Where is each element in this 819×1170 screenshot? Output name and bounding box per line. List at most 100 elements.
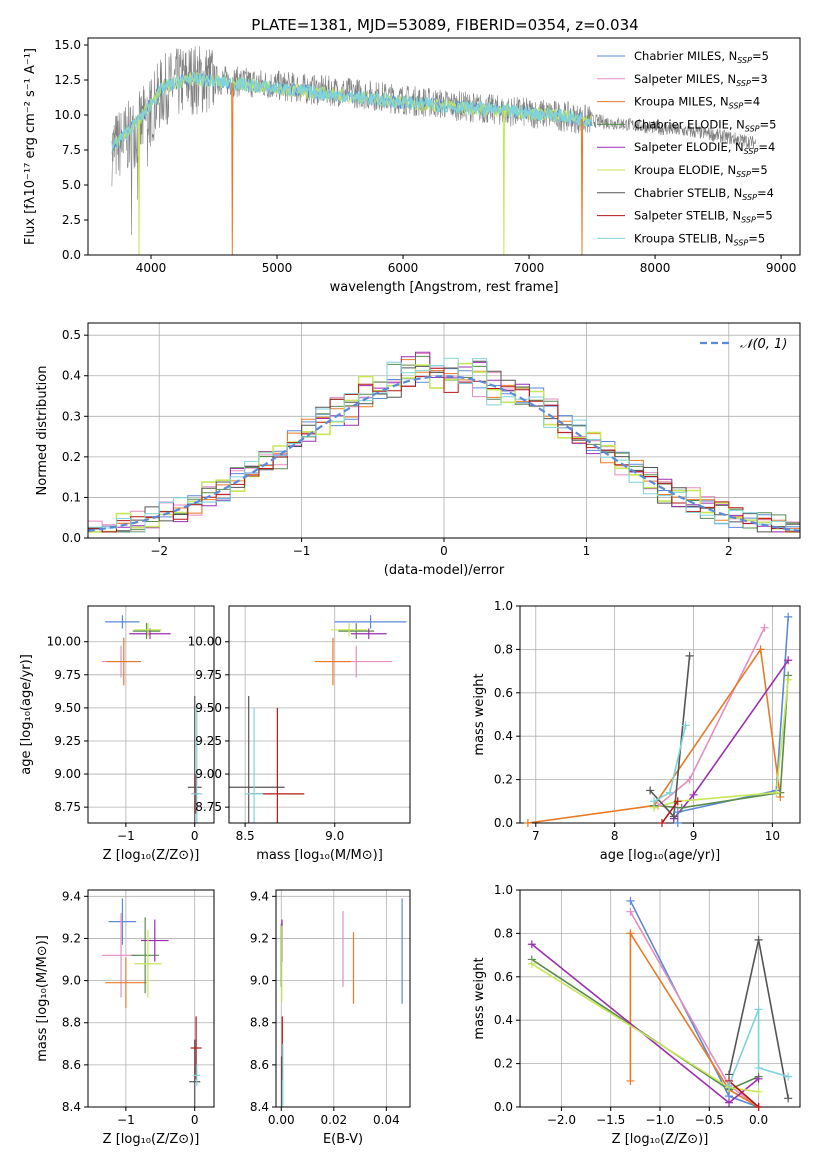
- weight-marker-salpeter_stelib: [754, 1103, 763, 1111]
- y-axis-label: mass [log₁₀(M/M⊙)]: [35, 935, 50, 1062]
- y-tick-label: 8.4: [62, 1100, 81, 1114]
- mass_weight_vs_age-grid: [520, 605, 800, 824]
- y-tick-label: 1.0: [494, 599, 513, 613]
- x-tick-label: 9000: [766, 261, 797, 275]
- legend-label-chabrier_stelib: Chabrier STELIB, NSSP=4: [634, 186, 774, 202]
- weight-marker-kroupa_stelib: [754, 1005, 763, 1014]
- figure-title: PLATE=1381, MJD=53089, FIBERID=0354, z=0…: [251, 16, 638, 34]
- y-tick-label: 8.75: [54, 800, 81, 814]
- weight-line-chabrier_miles: [676, 616, 789, 823]
- weight-marker-chabrier_stelib: [685, 651, 694, 660]
- y-tick-label: 0.0: [62, 531, 81, 545]
- age_vs_Z-frame: [87, 605, 215, 824]
- weight-marker-salpeter_elodie: [689, 790, 698, 799]
- y-tick-label: 0.2: [62, 450, 81, 464]
- weight-marker-salpeter_stelib: [657, 819, 666, 827]
- y-tick-label: 9.4: [62, 889, 81, 903]
- x-axis-label: Z [log₁₀(Z/Z⊙)]: [103, 1132, 200, 1147]
- weight-line-chabrier_miles: [629, 900, 759, 1107]
- y-tick-label: 8.6: [250, 1058, 269, 1072]
- mass_vs_Z-chart: −1 0 8.4 8.6 8.8 9.0 9.2 9.4 Z [log₁₀(Z/Z⊙)] mass…: [35, 889, 215, 1147]
- x-tick-label: 8.5: [236, 829, 255, 843]
- legend-label-kroupa_miles: Kroupa MILES, NSSP=4: [634, 95, 760, 111]
- mass_vs_ebv-frame: [275, 889, 411, 1108]
- y-tick-label: 8.6: [62, 1058, 81, 1072]
- x-axis-label: mass [log₁₀(M/M⊙)]: [256, 848, 383, 863]
- weight-line-chabrier_elodie: [654, 675, 789, 809]
- mass_weight_vs_Z-chart: −2.0 −1.5 −1.0 −0.5 0.0 0.0 0.2 0.4 0.6 0.8 1.0 Z […: [472, 883, 801, 1147]
- x-tick-label: −1.5: [596, 1113, 625, 1127]
- y-tick-label: 8.4: [250, 1100, 269, 1114]
- weight-marker-kroupa_miles: [523, 819, 532, 827]
- x-tick-label: 4000: [136, 261, 167, 275]
- spectrum-gap-kroupa_miles: [580, 119, 584, 255]
- y-tick-label: 9.2: [62, 931, 81, 945]
- weight-marker-kroupa_stelib: [725, 1081, 734, 1090]
- weight-marker-kroupa_stelib: [784, 1072, 793, 1081]
- weight-line-salpeter_stelib: [661, 800, 679, 823]
- spectrum-frame: [87, 37, 801, 256]
- weight-marker-salpeter_elodie: [527, 940, 536, 949]
- x-tick-label: 6000: [388, 261, 419, 275]
- weight-line-chabrier_elodie: [531, 958, 759, 1091]
- x-axis-label: (data-model)/error: [384, 563, 505, 578]
- y-tick-label: 0.2: [494, 1057, 513, 1071]
- y-tick-label: 0.8: [494, 642, 513, 656]
- x-tick-label: 9: [690, 829, 698, 843]
- weight-line-kroupa_elodie: [653, 679, 789, 809]
- age_vs_Z-chart: −1 0 8.75 9.00 9.25 9.50 9.75 10.00 Z [log₁₀(Z/Z…: [19, 605, 215, 863]
- age_vs_mass-grid: [229, 606, 410, 823]
- y-axis-label: age [log₁₀(age/yr)]: [19, 654, 34, 775]
- y-tick-label: 0.0: [62, 248, 81, 262]
- y-tick-label: 1.0: [494, 883, 513, 897]
- weight-line-salpeter_miles: [629, 911, 760, 1107]
- x-tick-label: −1: [293, 544, 311, 558]
- y-tick-label: 0.4: [62, 369, 81, 383]
- x-tick-label: −2.0: [547, 1113, 576, 1127]
- x-axis-label: wavelength [Angstrom, rest frame]: [330, 280, 559, 295]
- weight-marker-kroupa_stelib: [681, 721, 690, 730]
- y-tick-label: 8.8: [250, 1016, 269, 1030]
- x-axis-label: Z [log₁₀(Z/Z⊙)]: [612, 1132, 709, 1147]
- x-tick-label: 9.0: [325, 829, 344, 843]
- weight-line-kroupa_miles: [629, 930, 760, 1107]
- legend-label-chabrier_miles: Chabrier MILES, NSSP=5: [634, 49, 769, 65]
- weight-marker-kroupa_elodie: [754, 1087, 763, 1096]
- y-tick-label: 0.6: [494, 970, 513, 984]
- x-tick-label: −1: [117, 1113, 135, 1127]
- residuals-plot-area: [88, 351, 800, 533]
- y-tick-label: 10.0: [54, 108, 81, 122]
- y-tick-label: 5.0: [62, 178, 81, 192]
- weight-line-kroupa_miles: [527, 647, 782, 823]
- y-tick-label: 9.4: [250, 889, 269, 903]
- y-tick-label: 0.8: [494, 926, 513, 940]
- spectrum-chart: 4000 5000 6000 7000 8000 9000 0.0 2.5 5.0 7.5 10.0…: [23, 37, 801, 295]
- y-tick-label: 0.0: [494, 1100, 513, 1114]
- legend-label-salpeter_stelib: Salpeter STELIB, NSSP=5: [634, 209, 773, 225]
- x-tick-label: −1.0: [645, 1113, 674, 1127]
- y-tick-label: 0.4: [494, 729, 513, 743]
- mass_vs_Z-frame: [87, 889, 215, 1108]
- x-tick-label: 5000: [262, 261, 293, 275]
- weight-marker-chabrier_elodie: [677, 803, 686, 812]
- weight-marker-salpeter_stelib: [673, 797, 682, 806]
- weight-marker-chabrier_miles: [673, 808, 682, 817]
- weight-marker-salpeter_miles: [626, 907, 635, 916]
- weight-marker-kroupa_miles: [626, 1076, 635, 1085]
- weight-marker-chabrier_stelib: [784, 1094, 793, 1103]
- x-tick-label: 0.02: [320, 1113, 347, 1127]
- mass_weight_vs_age-plot-area: [527, 616, 789, 823]
- x-tick-label: 0: [191, 1113, 199, 1127]
- weight-marker-kroupa_miles: [756, 645, 765, 654]
- spectrum-gap-kroupa_elodie: [137, 119, 141, 255]
- weight-marker-kroupa_miles: [626, 929, 635, 938]
- y-axis-label: mass weight: [472, 957, 487, 1039]
- y-tick-label: 0.6: [494, 686, 513, 700]
- y-tick-label: 9.75: [54, 668, 81, 682]
- legend-label-chabrier_elodie: Chabrier ELODIE, NSSP=5: [634, 117, 776, 133]
- y-tick-label: 10.00: [188, 635, 222, 649]
- mass_weight_vs_age-chart: 7 8 9 10 0.0 0.2 0.4 0.6 0.8 1.0 age [log₁₀(age/yr…: [472, 599, 801, 863]
- y-tick-label: 0.0: [494, 816, 513, 830]
- weight-marker-kroupa_stelib: [665, 788, 674, 797]
- x-axis-label: E(B-V): [323, 1132, 363, 1147]
